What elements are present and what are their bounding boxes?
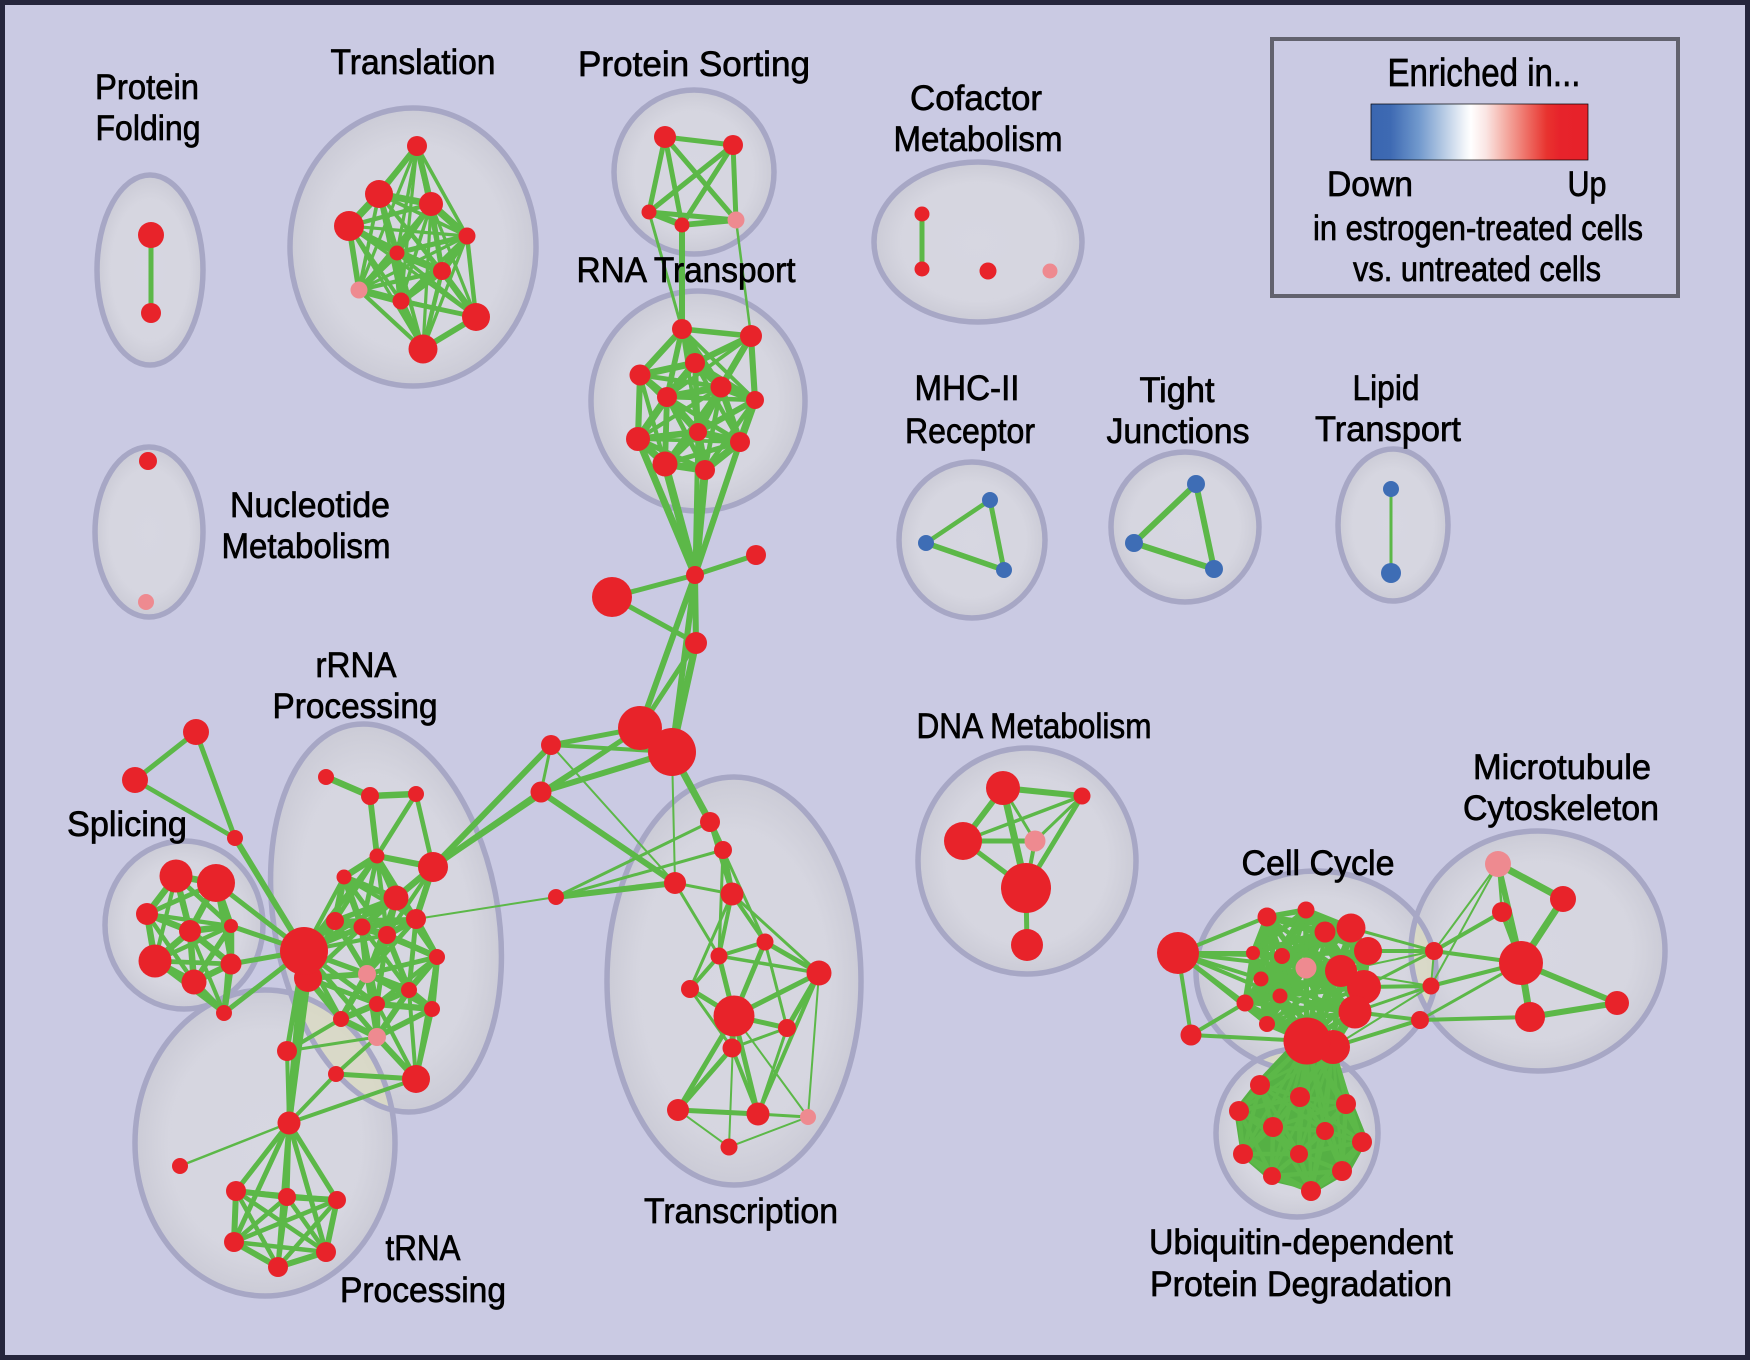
- svg-text:Up: Up: [1568, 165, 1607, 204]
- svg-text:RNA Transport: RNA Transport: [577, 251, 796, 290]
- svg-text:Protein: Protein: [95, 68, 199, 107]
- svg-text:Splicing: Splicing: [67, 805, 187, 844]
- svg-text:Tight: Tight: [1140, 371, 1215, 410]
- svg-text:Ubiquitin-dependent: Ubiquitin-dependent: [1149, 1223, 1453, 1262]
- svg-text:rRNA: rRNA: [316, 646, 398, 685]
- svg-text:MHC-II: MHC-II: [915, 369, 1020, 408]
- svg-text:Transcription: Transcription: [644, 1192, 838, 1231]
- svg-text:Down: Down: [1327, 165, 1413, 204]
- svg-text:Receptor: Receptor: [905, 412, 1035, 451]
- svg-text:Transport: Transport: [1315, 410, 1461, 449]
- svg-text:Metabolism: Metabolism: [894, 120, 1063, 159]
- svg-text:Protein Degradation: Protein Degradation: [1150, 1265, 1452, 1304]
- svg-text:Junctions: Junctions: [1107, 412, 1250, 451]
- svg-text:Enriched in...: Enriched in...: [1388, 52, 1581, 95]
- svg-text:Cofactor: Cofactor: [910, 79, 1042, 118]
- svg-text:Cell Cycle: Cell Cycle: [1242, 844, 1395, 883]
- svg-text:Metabolism: Metabolism: [222, 527, 391, 566]
- svg-text:DNA Metabolism: DNA Metabolism: [917, 707, 1152, 746]
- svg-text:Lipid: Lipid: [1353, 369, 1420, 408]
- svg-text:Microtubule: Microtubule: [1473, 748, 1651, 787]
- svg-text:Cytoskeleton: Cytoskeleton: [1463, 789, 1659, 828]
- svg-text:tRNA: tRNA: [386, 1229, 462, 1268]
- svg-text:Processing: Processing: [273, 687, 438, 726]
- svg-text:Folding: Folding: [96, 109, 201, 148]
- svg-text:Translation: Translation: [331, 43, 496, 82]
- svg-text:in estrogen-treated cells: in estrogen-treated cells: [1313, 209, 1643, 248]
- svg-text:Nucleotide: Nucleotide: [230, 486, 390, 525]
- svg-text:Protein Sorting: Protein Sorting: [578, 45, 810, 84]
- svg-text:vs. untreated cells: vs. untreated cells: [1353, 250, 1601, 289]
- svg-text:Processing: Processing: [340, 1271, 506, 1310]
